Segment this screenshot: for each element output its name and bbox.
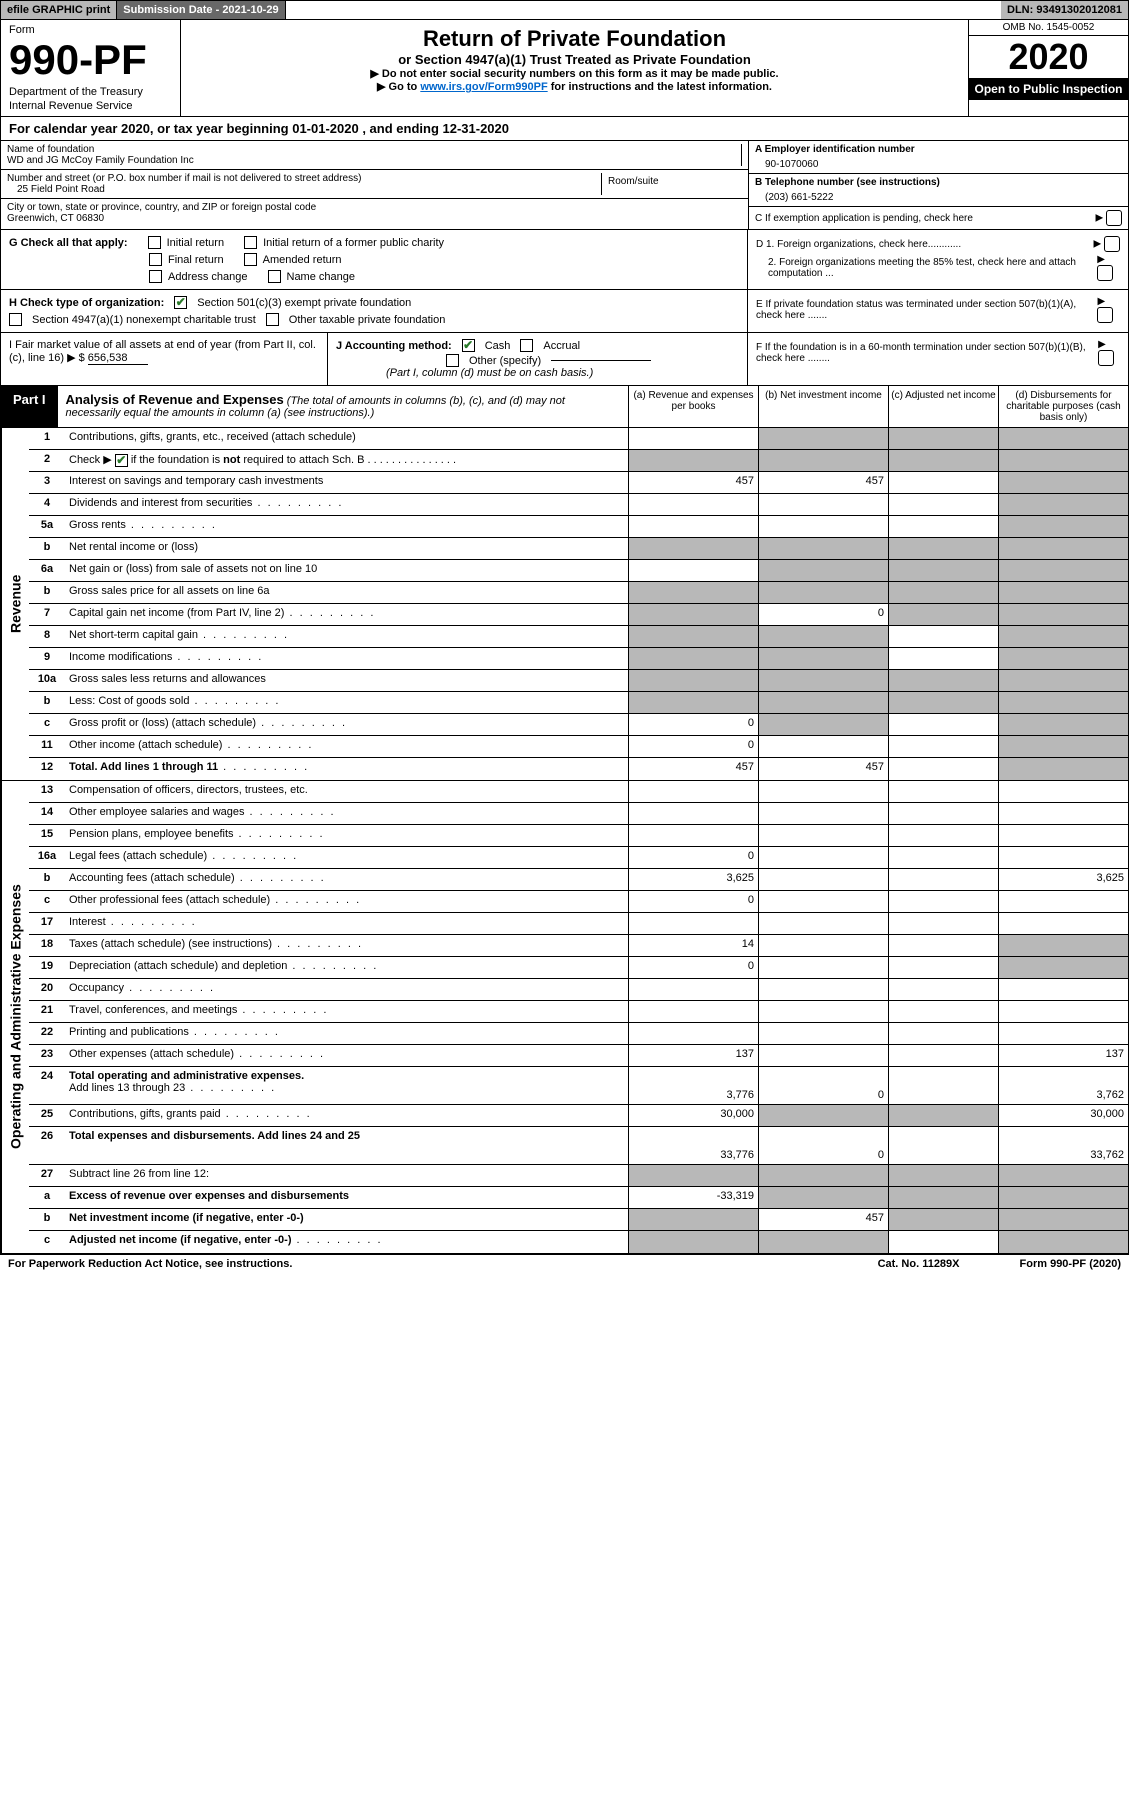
d1-label: D 1. Foreign organizations, check here..… [756, 239, 961, 250]
phone-label: B Telephone number (see instructions) [755, 177, 1122, 188]
col-d-head: (d) Disbursements for charitable purpose… [998, 386, 1128, 427]
form-title: Return of Private Foundation [191, 26, 958, 52]
col-a-head: (a) Revenue and expenses per books [628, 386, 758, 427]
f-label: F If the foundation is in a 60-month ter… [756, 342, 1092, 364]
note-ssn: ▶ Do not enter social security numbers o… [191, 67, 958, 80]
cb-initial-former[interactable] [244, 236, 257, 249]
tax-year: 2020 [969, 36, 1128, 78]
cb-amended[interactable] [244, 253, 257, 266]
g-label: G Check all that apply: [9, 237, 128, 249]
city-label: City or town, state or province, country… [7, 202, 742, 213]
form-number: 990-PF [9, 36, 172, 84]
form-subtitle: or Section 4947(a)(1) Trust Treated as P… [191, 52, 958, 67]
dept-treasury: Department of the Treasury [9, 86, 172, 98]
part1-header: Part I Analysis of Revenue and Expenses … [0, 386, 1129, 428]
ein-label: A Employer identification number [755, 144, 1122, 155]
revenue-side-label: Revenue [1, 428, 29, 780]
note-link: ▶ Go to www.irs.gov/Form990PF for instru… [191, 80, 958, 93]
col-b-head: (b) Net investment income [758, 386, 888, 427]
dln: DLN: 93491302012081 [1001, 1, 1128, 19]
d1-checkbox[interactable] [1104, 236, 1120, 252]
dept-irs: Internal Revenue Service [9, 100, 172, 112]
i-label: I Fair market value of all assets at end… [9, 339, 316, 364]
cb-501c3[interactable] [174, 296, 187, 309]
cb-other-method[interactable] [446, 354, 459, 367]
city: Greenwich, CT 06830 [7, 213, 742, 224]
j-label: J Accounting method: [336, 340, 452, 352]
footer-cat: Cat. No. 11289X [878, 1258, 960, 1270]
cb-name[interactable] [268, 270, 281, 283]
e-label: E If private foundation status was termi… [756, 299, 1091, 321]
identification-block: Name of foundation WD and JG McCoy Famil… [0, 141, 1129, 230]
address-label: Number and street (or P.O. box number if… [7, 173, 601, 184]
e-checkbox[interactable] [1097, 307, 1113, 323]
name-label: Name of foundation [7, 144, 741, 155]
j-note: (Part I, column (d) must be on cash basi… [336, 367, 739, 379]
part1-label: Part I [1, 386, 58, 427]
submission-date: Submission Date - 2021-10-29 [117, 1, 285, 19]
col-c-head: (c) Adjusted net income [888, 386, 998, 427]
ijf-row: I Fair market value of all assets at end… [0, 333, 1129, 386]
cb-accrual[interactable] [520, 339, 533, 352]
cb-4947[interactable] [9, 313, 22, 326]
form-label: Form [9, 24, 172, 36]
c-label: C If exemption application is pending, c… [755, 213, 973, 224]
ein: 90-1070060 [755, 155, 1122, 170]
cb-cash[interactable] [462, 339, 475, 352]
c-checkbox[interactable] [1106, 210, 1122, 226]
d2-checkbox[interactable] [1097, 265, 1113, 281]
cb-final[interactable] [149, 253, 162, 266]
footer-left: For Paperwork Reduction Act Notice, see … [8, 1258, 292, 1270]
calendar-year: For calendar year 2020, or tax year begi… [0, 117, 1129, 141]
part1-title: Analysis of Revenue and Expenses [66, 392, 284, 407]
revenue-table: Revenue 1Contributions, gifts, grants, e… [0, 428, 1129, 781]
d2-label: 2. Foreign organizations meeting the 85%… [756, 257, 1091, 279]
address: 25 Field Point Road [7, 184, 601, 195]
foundation-name: WD and JG McCoy Family Foundation Inc [7, 155, 741, 166]
cb-address[interactable] [149, 270, 162, 283]
cb-other-tax[interactable] [266, 313, 279, 326]
room-label: Room/suite [602, 173, 742, 195]
page-footer: For Paperwork Reduction Act Notice, see … [0, 1254, 1129, 1273]
efile-label[interactable]: efile GRAPHIC print [1, 1, 117, 19]
top-bar: efile GRAPHIC print Submission Date - 20… [0, 0, 1129, 20]
i-value: 656,538 [88, 352, 148, 365]
h-label: H Check type of organization: [9, 297, 164, 309]
expenses-table: Operating and Administrative Expenses 13… [0, 781, 1129, 1254]
open-inspection: Open to Public Inspection [969, 78, 1128, 100]
phone: (203) 661-5222 [755, 188, 1122, 203]
omb-number: OMB No. 1545-0052 [969, 20, 1128, 36]
cb-initial[interactable] [148, 236, 161, 249]
g-d-row: G Check all that apply: Initial return I… [0, 230, 1129, 290]
f-checkbox[interactable] [1098, 350, 1114, 366]
h-e-row: H Check type of organization: Section 50… [0, 290, 1129, 333]
cb-schb[interactable] [115, 454, 128, 467]
irs-link[interactable]: www.irs.gov/Form990PF [420, 81, 547, 93]
form-header: Form 990-PF Department of the Treasury I… [0, 20, 1129, 117]
expenses-side-label: Operating and Administrative Expenses [1, 781, 29, 1253]
footer-form: Form 990-PF (2020) [1020, 1258, 1121, 1270]
